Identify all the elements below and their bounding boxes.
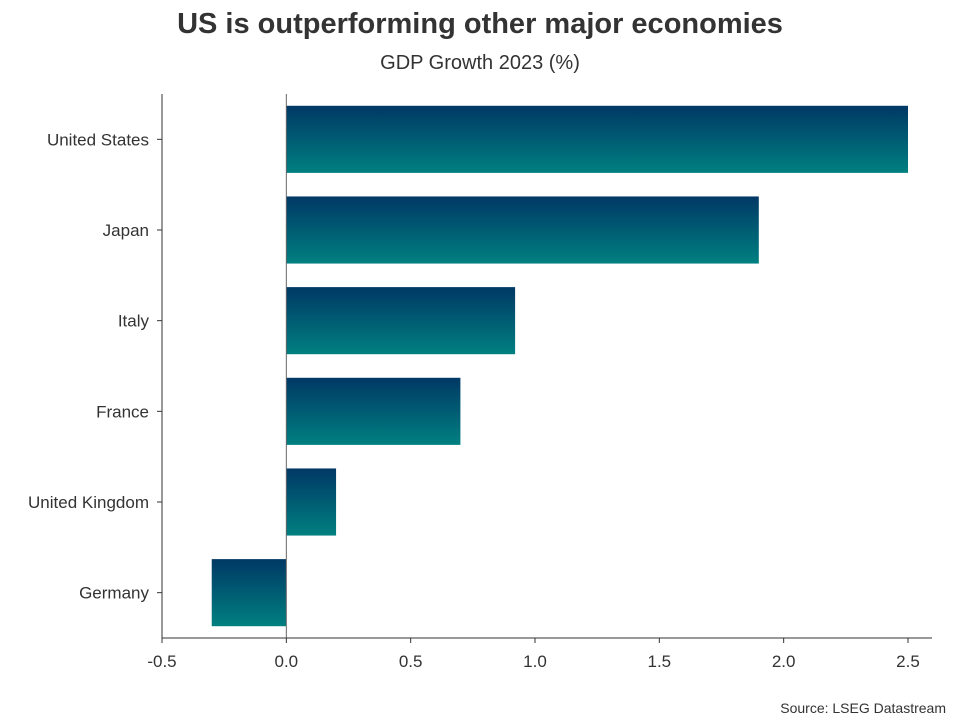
x-tick-label: 2.0 <box>772 652 796 671</box>
bar-italy <box>286 287 516 355</box>
x-tick-label: -0.5 <box>147 652 176 671</box>
x-tick-label: 0.0 <box>275 652 299 671</box>
x-tick-label: 2.5 <box>896 652 920 671</box>
x-tick-label: 0.5 <box>399 652 423 671</box>
bar-united-states <box>286 105 908 173</box>
bar-japan <box>286 196 759 264</box>
axes-layer <box>157 94 932 643</box>
bar-united-kingdom <box>286 468 337 536</box>
chart-subtitle: GDP Growth 2023 (%) <box>380 52 580 74</box>
x-tick-label: 1.0 <box>523 652 547 671</box>
x-tick-label: 1.5 <box>648 652 672 671</box>
y-tick-label-japan: Japan <box>103 221 149 240</box>
bars-layer <box>211 105 908 627</box>
y-tick-label-italy: Italy <box>118 312 150 331</box>
y-tick-label-france: France <box>96 402 149 421</box>
bar-germany <box>211 559 287 627</box>
y-tick-label-united-states: United States <box>47 130 149 149</box>
chart-title: US is outperforming other major economie… <box>177 8 783 40</box>
y-tick-label-united-kingdom: United Kingdom <box>28 493 149 512</box>
y-tick-label-germany: Germany <box>79 584 149 603</box>
labels-layer: United States Japan Italy France United King… <box>28 130 920 671</box>
chart-source: Source: LSEG Datastream <box>780 700 946 716</box>
bar-france <box>286 377 461 445</box>
